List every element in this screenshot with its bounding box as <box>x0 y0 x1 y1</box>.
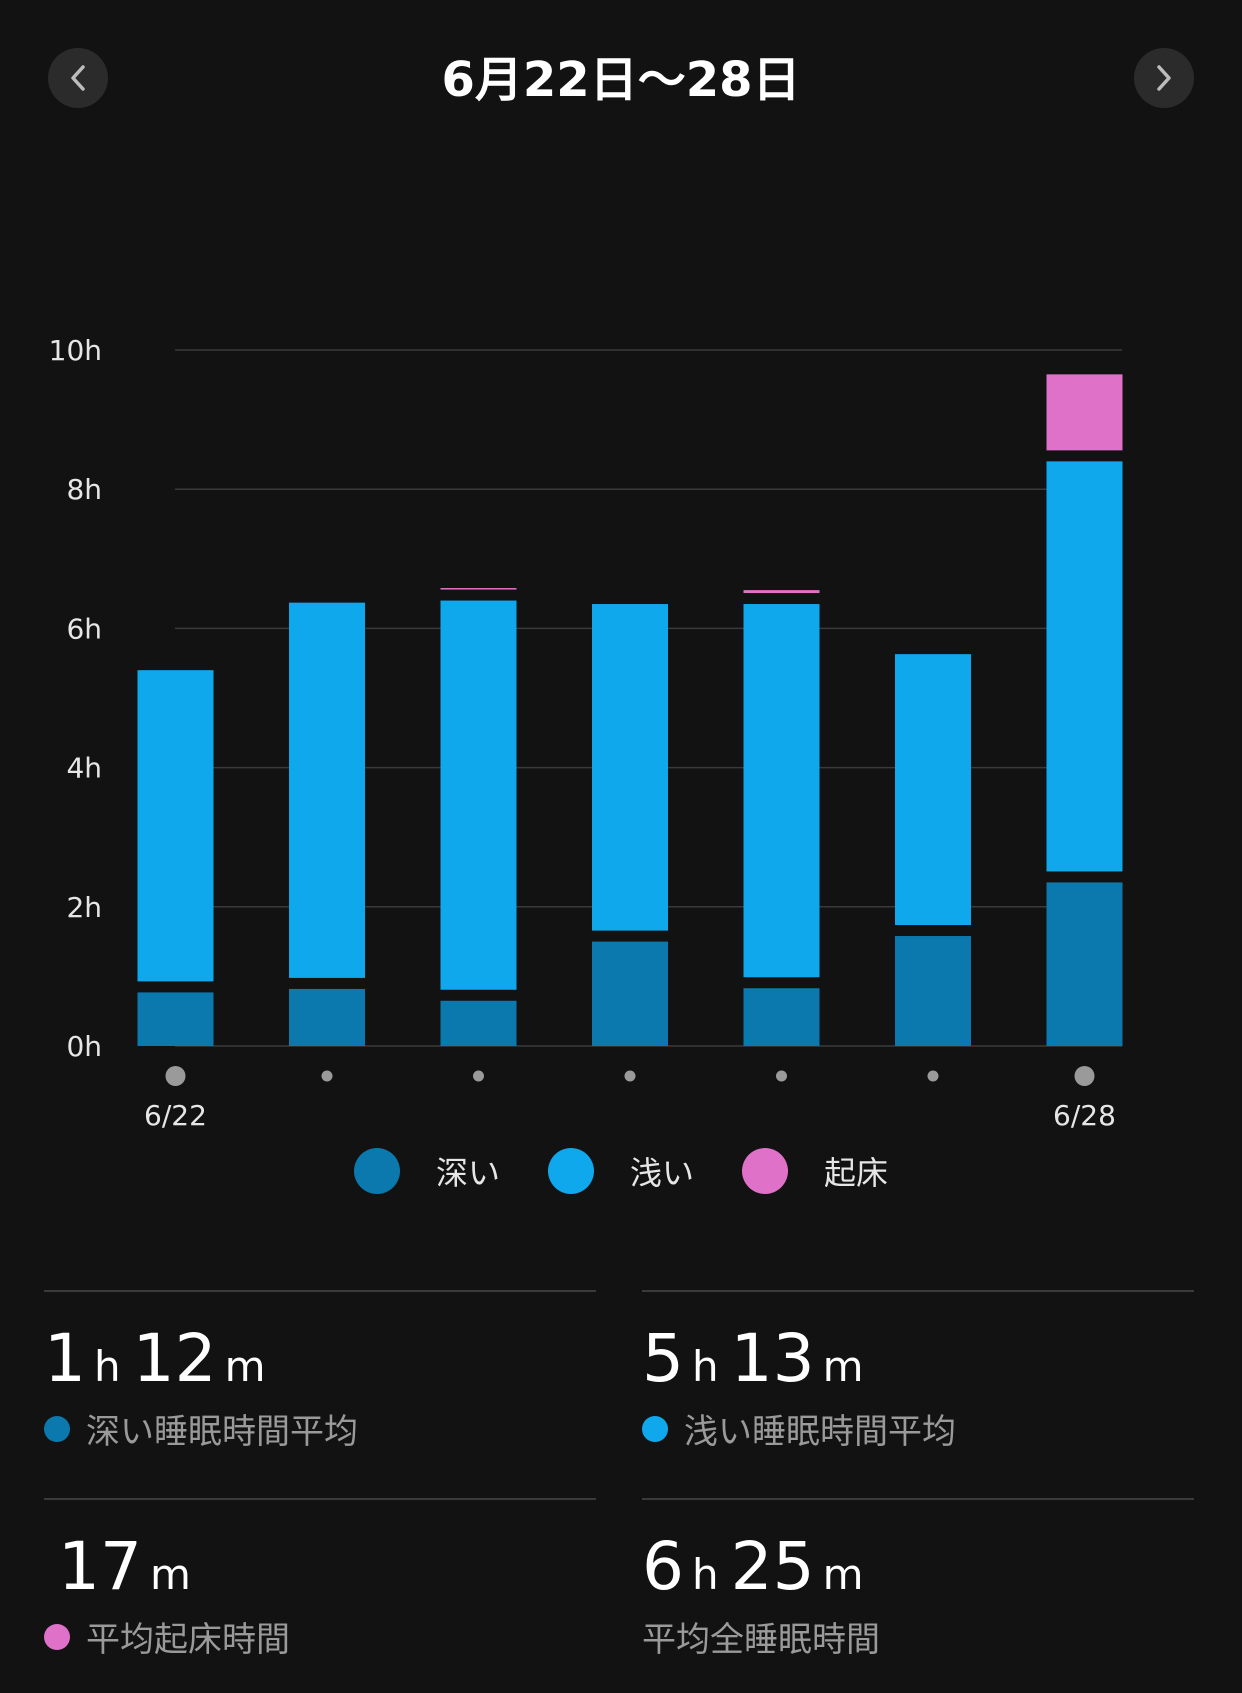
stat-awake-average: 17 m 平均起床時間 <box>44 1498 596 1660</box>
stat-minutes-unit: m <box>822 1550 864 1599</box>
stat-label: 平均全睡眠時間 <box>642 1612 880 1661</box>
stat-value: 1 h 12 m <box>44 1320 278 1397</box>
stat-label: 浅い睡眠時間平均 <box>642 1404 956 1453</box>
bar-deep[interactable] <box>895 936 971 1046</box>
next-week-button[interactable] <box>1134 48 1194 108</box>
y-tick-label: 4h <box>66 752 102 785</box>
legend-item-light: 浅い <box>547 1148 694 1194</box>
stat-value: 5 h 13 m <box>642 1320 876 1397</box>
stat-value: 17 m <box>58 1528 203 1605</box>
stat-minutes: 17 <box>58 1528 142 1605</box>
stat-minutes-unit: m <box>224 1342 266 1391</box>
x-tick-label: 6/22 <box>144 1099 207 1130</box>
stat-dot-deep <box>44 1415 70 1442</box>
day-dot <box>927 1070 939 1082</box>
legend-label: 起床 <box>824 1154 889 1192</box>
bar-deep[interactable] <box>289 988 365 1046</box>
bar-deep[interactable] <box>1046 882 1123 1046</box>
bar-light[interactable] <box>440 600 517 990</box>
page-title: 6月22日〜28日 <box>441 52 801 108</box>
y-tick-label: 6h <box>66 612 102 645</box>
day-dot <box>1074 1066 1095 1086</box>
stat-dot-light <box>642 1415 668 1442</box>
stat-label-text: 深い睡眠時間平均 <box>86 1412 358 1452</box>
stat-minutes-unit: m <box>149 1550 191 1599</box>
chevron-right-icon <box>1157 65 1171 91</box>
day-dot <box>473 1070 484 1082</box>
bar-light[interactable] <box>743 604 820 978</box>
stat-total-average: 6 h 25 m 平均全睡眠時間 <box>642 1498 1194 1660</box>
y-tick-label: 2h <box>66 891 102 924</box>
stat-dot-awake <box>44 1623 70 1650</box>
stat-value: 6 h 25 m <box>642 1528 876 1605</box>
stat-hours-unit: h <box>692 1342 719 1391</box>
bar-awake[interactable] <box>743 590 820 594</box>
y-tick-label: 0h <box>66 1030 102 1063</box>
legend-label: 浅い <box>629 1154 694 1192</box>
stat-light-average: 5 h 13 m 浅い睡眠時間平均 <box>642 1290 1194 1452</box>
day-dot <box>165 1066 186 1086</box>
x-tick-label: 6/28 <box>1053 1099 1116 1130</box>
chart-legend: 深い 浅い 起床 <box>0 1148 1242 1194</box>
chevron-left-icon <box>71 65 85 91</box>
y-tick-label: 8h <box>66 473 102 506</box>
bar-deep[interactable] <box>440 1000 517 1046</box>
stat-minutes: 13 <box>730 1320 815 1397</box>
legend-item-deep: 深い <box>353 1148 500 1194</box>
sleep-stacked-bar-chart: 0h 2h 4h 6h 8h 10h 6/22 6/28 <box>49 334 1123 1130</box>
stat-hours-unit: h <box>692 1550 719 1599</box>
stat-minutes: 25 <box>730 1528 815 1605</box>
stat-label: 平均起床時間 <box>44 1612 290 1661</box>
legend-dot-awake <box>742 1148 788 1194</box>
day-dot <box>776 1070 787 1082</box>
stat-minutes-unit: m <box>822 1342 864 1391</box>
bar-light[interactable] <box>1046 461 1123 872</box>
stat-hours: 6 <box>642 1528 684 1605</box>
stat-deep-average: 1 h 12 m 深い睡眠時間平均 <box>44 1290 596 1452</box>
stat-label-text: 平均全睡眠時間 <box>642 1620 880 1660</box>
bar-light[interactable] <box>137 670 214 982</box>
day-dot <box>321 1070 333 1082</box>
legend-item-awake: 起床 <box>742 1148 888 1194</box>
bar-light[interactable] <box>895 654 971 926</box>
legend-label: 深い <box>435 1154 500 1192</box>
bar-deep[interactable] <box>743 988 820 1046</box>
stat-minutes: 12 <box>132 1320 217 1397</box>
bar-deep[interactable] <box>137 992 214 1046</box>
legend-dot-deep <box>353 1148 400 1194</box>
stat-label: 深い睡眠時間平均 <box>44 1404 358 1453</box>
stat-hours: 5 <box>642 1320 684 1397</box>
bar-deep[interactable] <box>592 941 668 1046</box>
prev-week-button[interactable] <box>48 48 108 108</box>
stat-label-text: 平均起床時間 <box>86 1620 290 1660</box>
bar-awake[interactable] <box>440 588 517 590</box>
bar-light[interactable] <box>592 604 668 931</box>
day-dot <box>624 1070 636 1082</box>
stat-hours-unit: h <box>94 1342 121 1391</box>
legend-dot-light <box>547 1148 594 1194</box>
stat-label-text: 浅い睡眠時間平均 <box>684 1412 956 1452</box>
stat-hours: 1 <box>44 1320 86 1397</box>
bar-awake[interactable] <box>1046 374 1123 451</box>
bar-light[interactable] <box>289 602 365 978</box>
y-tick-label: 10h <box>49 334 102 367</box>
